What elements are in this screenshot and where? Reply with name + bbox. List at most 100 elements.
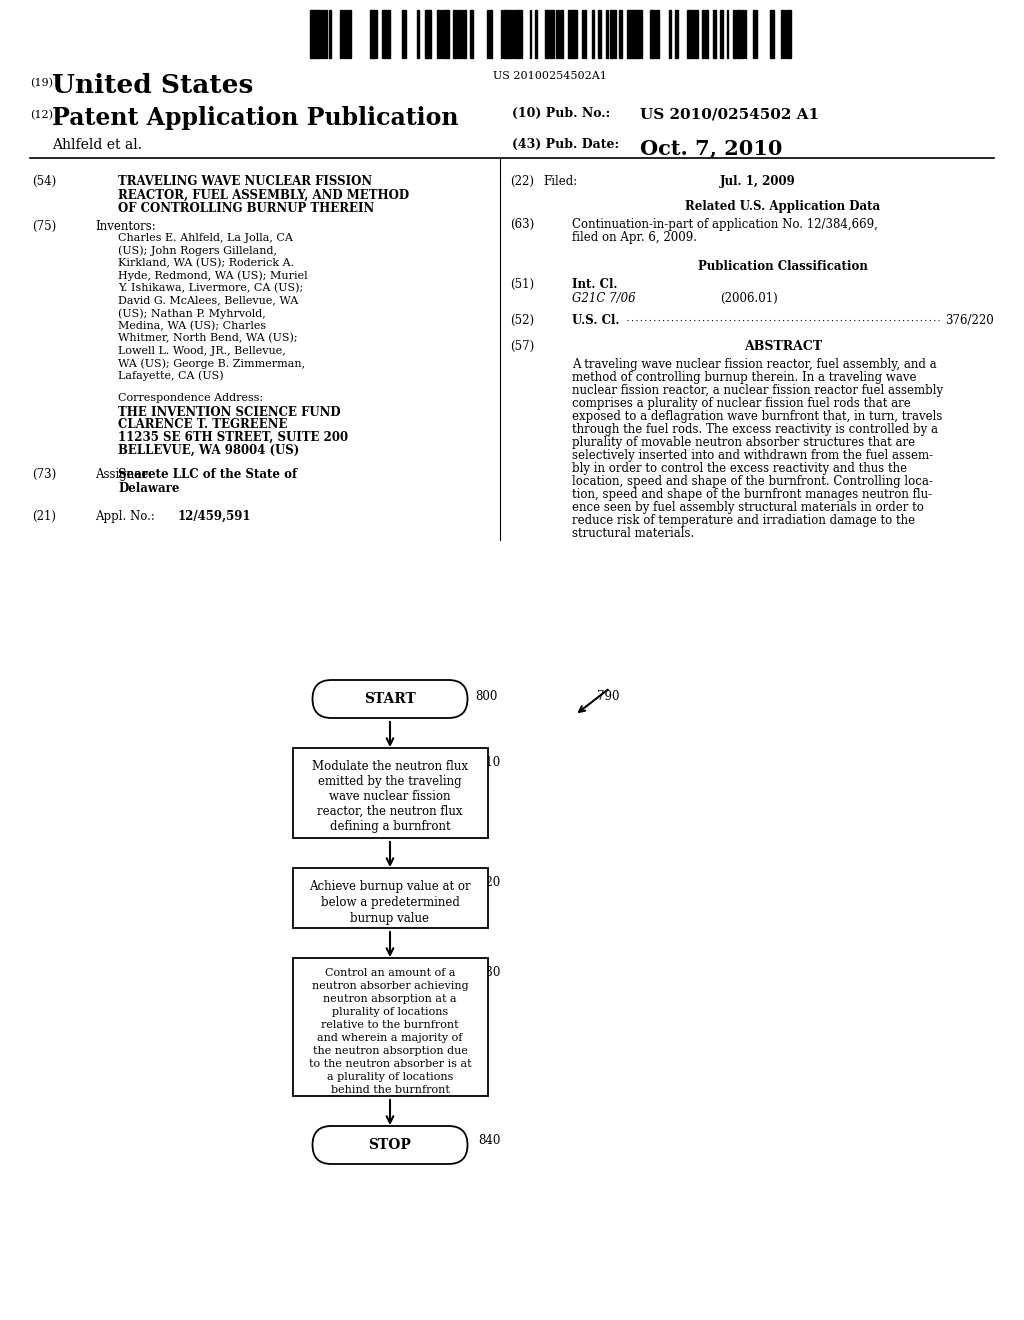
Bar xyxy=(370,11,374,58)
Bar xyxy=(470,11,473,58)
Text: Kirkland, WA (US); Roderick A.: Kirkland, WA (US); Roderick A. xyxy=(118,257,294,268)
Text: 840: 840 xyxy=(478,1134,501,1147)
Bar xyxy=(340,11,342,58)
Text: a plurality of locations: a plurality of locations xyxy=(327,1072,454,1082)
Bar xyxy=(535,11,537,58)
Bar xyxy=(687,11,690,58)
Bar xyxy=(345,11,347,58)
Text: OF CONTROLLING BURNUP THEREIN: OF CONTROLLING BURNUP THEREIN xyxy=(118,202,374,215)
Text: TRAVELING WAVE NUCLEAR FISSION: TRAVELING WAVE NUCLEAR FISSION xyxy=(118,176,372,187)
Text: REACTOR, FUEL ASSEMBLY, AND METHOD: REACTOR, FUEL ASSEMBLY, AND METHOD xyxy=(118,189,410,202)
Text: exposed to a deflagration wave burnfront that, in turn, travels: exposed to a deflagration wave burnfront… xyxy=(572,411,942,422)
Text: reactor, the neutron flux: reactor, the neutron flux xyxy=(317,805,463,818)
Text: United States: United States xyxy=(52,73,253,98)
Text: 376/220: 376/220 xyxy=(945,314,994,327)
Bar xyxy=(348,11,351,58)
Text: (12): (12) xyxy=(30,110,53,120)
Text: filed on Apr. 6, 2009.: filed on Apr. 6, 2009. xyxy=(572,231,697,244)
Bar xyxy=(560,11,563,58)
Text: Related U.S. Application Data: Related U.S. Application Data xyxy=(685,201,881,213)
Text: wave nuclear fission: wave nuclear fission xyxy=(330,789,451,803)
FancyBboxPatch shape xyxy=(312,1126,468,1164)
Text: (54): (54) xyxy=(32,176,56,187)
Text: ence seen by fuel assembly structural materials in order to: ence seen by fuel assembly structural ma… xyxy=(572,502,924,513)
Text: method of controlling burnup therein. In a traveling wave: method of controlling burnup therein. In… xyxy=(572,371,916,384)
Bar xyxy=(753,11,755,58)
Text: neutron absorber achieving: neutron absorber achieving xyxy=(311,981,468,991)
Bar xyxy=(443,11,446,58)
Text: Publication Classification: Publication Classification xyxy=(698,260,868,273)
Text: CLARENCE T. TEGREENE: CLARENCE T. TEGREENE xyxy=(118,418,288,432)
Text: Hyde, Redmond, WA (US); Muriel: Hyde, Redmond, WA (US); Muriel xyxy=(118,271,307,281)
FancyBboxPatch shape xyxy=(293,869,487,928)
Text: David G. McAlees, Bellevue, WA: David G. McAlees, Bellevue, WA xyxy=(118,296,298,305)
Bar xyxy=(437,11,440,58)
Text: (73): (73) xyxy=(32,469,56,480)
Text: reduce risk of temperature and irradiation damage to the: reduce risk of temperature and irradiati… xyxy=(572,513,915,527)
Text: below a predetermined: below a predetermined xyxy=(321,896,460,909)
Bar xyxy=(453,11,456,58)
Bar xyxy=(635,11,638,58)
Text: Int. Cl.: Int. Cl. xyxy=(572,279,617,290)
Text: Y. Ishikawa, Livermore, CA (US);: Y. Ishikawa, Livermore, CA (US); xyxy=(118,282,303,293)
Text: THE INVENTION SCIENCE FUND: THE INVENTION SCIENCE FUND xyxy=(118,407,341,418)
Bar xyxy=(461,11,463,58)
Bar xyxy=(513,11,515,58)
Bar xyxy=(598,11,601,58)
Bar xyxy=(713,11,715,58)
Bar xyxy=(572,11,575,58)
Bar xyxy=(610,11,613,58)
Bar xyxy=(675,11,678,58)
Text: neutron absorption at a: neutron absorption at a xyxy=(324,994,457,1005)
Bar xyxy=(705,11,708,58)
Text: relative to the burnfront: relative to the burnfront xyxy=(322,1020,459,1030)
Bar xyxy=(733,11,736,58)
Bar xyxy=(317,11,319,58)
Bar xyxy=(638,11,642,58)
Bar xyxy=(464,11,466,58)
Text: to the neutron absorber is at: to the neutron absorber is at xyxy=(308,1059,471,1069)
Bar xyxy=(503,11,505,58)
Bar xyxy=(702,11,705,58)
Text: 800: 800 xyxy=(475,690,498,704)
Text: (22): (22) xyxy=(510,176,534,187)
Bar xyxy=(770,11,774,58)
Text: U.S. Cl.: U.S. Cl. xyxy=(572,314,620,327)
Bar xyxy=(592,11,594,58)
Text: defining a burnfront: defining a burnfront xyxy=(330,820,451,833)
Text: (21): (21) xyxy=(32,510,56,523)
Text: 810: 810 xyxy=(478,756,501,770)
Text: 820: 820 xyxy=(478,876,501,888)
Bar xyxy=(489,11,492,58)
Bar xyxy=(787,11,791,58)
Text: Achieve burnup value at or: Achieve burnup value at or xyxy=(309,880,471,894)
Text: G21C 7/06: G21C 7/06 xyxy=(572,292,636,305)
Text: (2006.01): (2006.01) xyxy=(720,292,778,305)
Bar xyxy=(737,11,739,58)
Bar xyxy=(631,11,635,58)
Text: structural materials.: structural materials. xyxy=(572,527,694,540)
Bar xyxy=(550,11,554,58)
Text: 790: 790 xyxy=(597,690,620,704)
Text: US 2010/0254502 A1: US 2010/0254502 A1 xyxy=(640,107,819,121)
Bar xyxy=(614,11,616,58)
Text: the neutron absorption due: the neutron absorption due xyxy=(312,1045,467,1056)
Bar xyxy=(694,11,698,58)
Bar xyxy=(417,11,419,58)
Bar xyxy=(516,11,519,58)
Bar xyxy=(310,11,314,58)
Text: Oct. 7, 2010: Oct. 7, 2010 xyxy=(640,139,782,158)
FancyBboxPatch shape xyxy=(312,680,468,718)
Text: Whitmer, North Bend, WA (US);: Whitmer, North Bend, WA (US); xyxy=(118,333,298,343)
Bar xyxy=(519,11,522,58)
Bar xyxy=(655,11,659,58)
Text: (19): (19) xyxy=(30,78,53,88)
Text: Charles E. Ahlfeld, La Jolla, CA: Charles E. Ahlfeld, La Jolla, CA xyxy=(118,234,293,243)
Bar xyxy=(323,11,325,58)
Text: nuclear fission reactor, a nuclear fission reactor fuel assembly: nuclear fission reactor, a nuclear fissi… xyxy=(572,384,943,397)
Text: Inventors:: Inventors: xyxy=(95,220,156,234)
Text: (51): (51) xyxy=(510,279,535,290)
Bar xyxy=(314,11,317,58)
Text: US 20100254502A1: US 20100254502A1 xyxy=(494,71,607,81)
Text: selectively inserted into and withdrawn from the fuel assem-: selectively inserted into and withdrawn … xyxy=(572,449,933,462)
